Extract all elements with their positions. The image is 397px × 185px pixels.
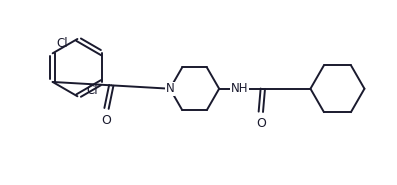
Text: N: N [166,82,174,95]
Text: O: O [256,117,266,130]
Text: O: O [102,114,112,127]
Text: Cl: Cl [57,37,68,50]
Text: Cl: Cl [87,84,98,97]
Text: NH: NH [231,82,248,95]
